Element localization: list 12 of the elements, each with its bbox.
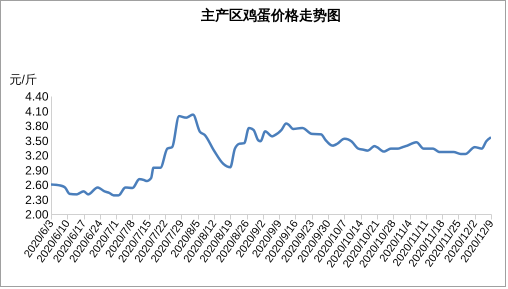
y-axis-title: 元/斤 — [10, 72, 37, 86]
y-tick-label: 2.30 — [25, 192, 49, 207]
line-series — [51, 113, 491, 197]
y-tick-label: 3.50 — [25, 134, 49, 148]
y-tick-label: 4.40 — [25, 90, 49, 104]
chart-title: 主产区鸡蛋价格走势图 — [200, 7, 341, 23]
y-tick-label: 2.60 — [25, 178, 49, 192]
y-tick-label: 4.10 — [25, 104, 49, 118]
y-tick-label: 2.90 — [25, 163, 49, 178]
y-tick-label: 3.20 — [25, 148, 49, 162]
y-tick-label: 3.80 — [25, 119, 49, 133]
y-tick-label: 2.00 — [25, 208, 49, 222]
